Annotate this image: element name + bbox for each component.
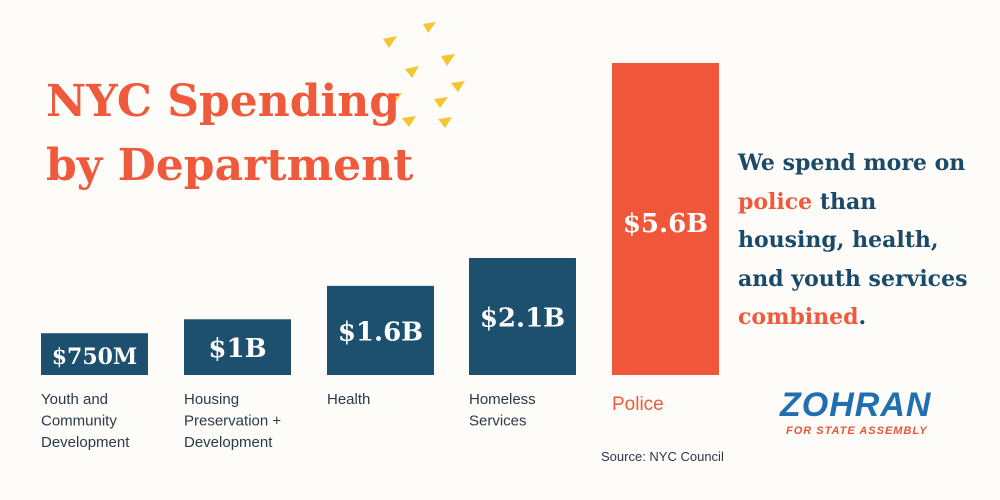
category-label: Housing Preservation + Development xyxy=(184,391,281,451)
bar-value-label: $2.1B xyxy=(480,304,565,334)
brand-logo: ZOHRAN FOR STATE ASSEMBLY xyxy=(780,386,955,437)
confetti-triangle xyxy=(434,97,448,108)
tagline-period: . xyxy=(858,304,867,330)
title-line-2: by Department xyxy=(46,140,414,191)
title-line-1: NYC Spending xyxy=(46,76,400,127)
bar xyxy=(184,319,291,375)
confetti-triangle xyxy=(405,66,419,78)
category-label: Homeless Services xyxy=(469,391,536,430)
tagline-text-1: We spend more on xyxy=(738,150,966,176)
category-label: Youth and Community Development xyxy=(41,391,130,451)
confetti-triangle xyxy=(388,93,402,104)
bar-value-label: $1.6B xyxy=(338,317,423,347)
bar-value-label: $1B xyxy=(208,334,266,364)
confetti-triangle xyxy=(423,22,436,33)
source-note: Source: NYC Council xyxy=(601,449,724,464)
confetti-triangle xyxy=(402,116,416,127)
category-label-line: Services xyxy=(469,413,527,430)
category-label: Police xyxy=(612,394,664,415)
bar-value-label: $750M xyxy=(52,344,138,370)
category-label-line: Health xyxy=(327,391,370,408)
confetti-triangle xyxy=(383,36,397,48)
bar xyxy=(41,333,148,375)
category-label-line: Development xyxy=(41,434,130,451)
category-label-line: Community xyxy=(41,413,117,430)
bar xyxy=(469,258,576,375)
page-title: NYC Spending by Department xyxy=(46,70,413,198)
category-label-line: Preservation + xyxy=(184,413,281,430)
category-label-line: Youth and xyxy=(41,391,108,408)
bar-value-label: $5.6B xyxy=(623,209,708,239)
tagline-accent-combined: combined xyxy=(738,304,859,330)
category-label-line: Housing xyxy=(184,391,239,408)
category-label-line: Police xyxy=(612,394,664,415)
category-label-line: Development xyxy=(184,434,273,451)
tagline-accent-police: police xyxy=(738,188,813,215)
brand-name: ZOHRAN xyxy=(780,386,932,424)
confetti-triangle xyxy=(438,117,452,128)
bar xyxy=(612,63,719,375)
tagline-text-2: than housing, health, and youth services xyxy=(738,188,968,292)
brand-subtitle: FOR STATE ASSEMBLY xyxy=(786,425,928,437)
category-label-line: Homeless xyxy=(469,391,536,408)
confetti-triangle xyxy=(441,54,455,66)
tagline: We spend more on police than housing, he… xyxy=(738,144,988,337)
confetti-triangle xyxy=(451,81,465,92)
bar xyxy=(327,285,434,375)
category-label: Health xyxy=(327,391,370,408)
